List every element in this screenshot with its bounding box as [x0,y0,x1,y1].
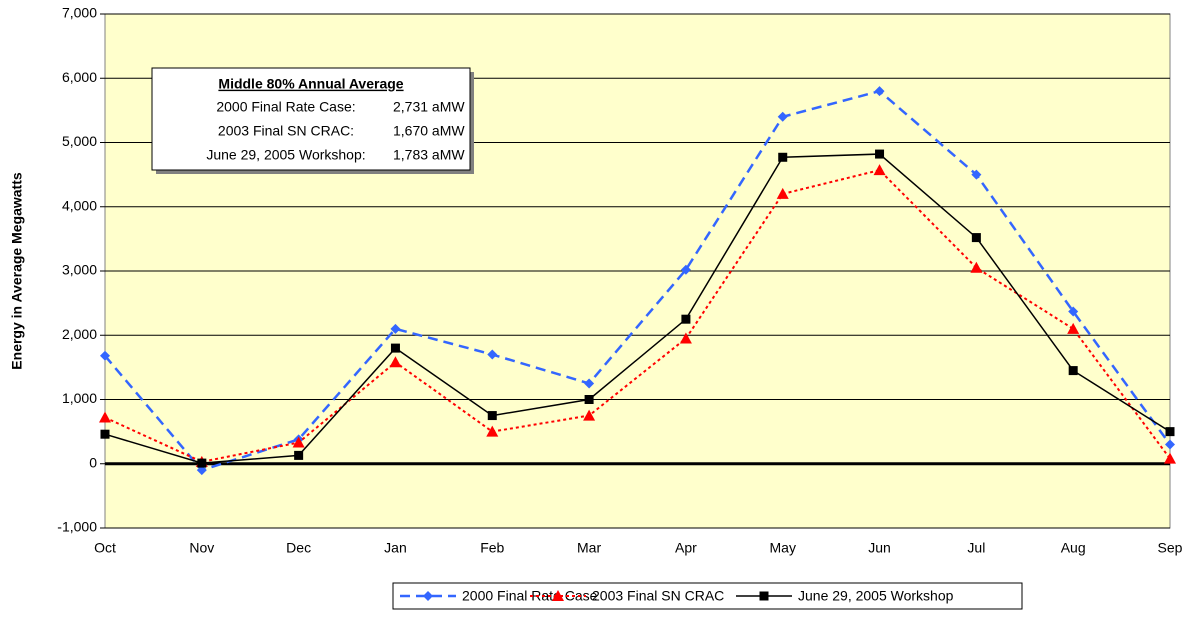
annotation-box [151,67,471,171]
x-tick-label: Nov [189,540,214,556]
series-line [104,89,1172,472]
legend-marker [423,591,433,601]
legend-marker [759,591,769,601]
x-tick-label: May [770,540,796,556]
marker [584,395,594,404]
marker [196,465,207,476]
marker [1068,306,1079,317]
y-tick-label: 1,000 [62,390,97,406]
marker [294,450,304,460]
marker [971,169,982,180]
marker [100,429,110,439]
annotation-value: 1,783 aMW [393,147,465,163]
y-tick-label: 0 [89,454,97,470]
marker [389,356,402,368]
x-tick-label: Jun [868,540,891,556]
marker [1164,452,1176,464]
marker [197,458,207,468]
marker [873,164,886,176]
marker [486,425,499,437]
x-tick-label: Jan [384,540,407,556]
x-tick-label: Dec [286,540,311,556]
marker [1165,427,1175,437]
marker [680,264,691,275]
y-axis-label: Energy in Average Megawatts [9,172,25,370]
marker [874,86,885,97]
legend-marker [552,590,564,601]
y-tick-label: 5,000 [62,133,97,149]
y-tick-label: 7,000 [62,5,97,21]
marker [390,343,400,353]
annotation-value: 2,731 aMW [393,99,465,115]
x-tick-label: Sep [1158,540,1183,556]
annotation-title: Middle 80% Annual Average [218,76,403,92]
annotation-label: 2000 Final Rate Case: [216,99,355,115]
y-tick-label: 4,000 [62,197,97,213]
annotation-label: June 29, 2005 Workshop: [206,147,365,163]
y-tick-label: 3,000 [62,262,97,278]
y-tick-label: 2,000 [62,326,97,342]
marker [292,436,305,448]
marker [583,409,596,421]
marker [679,332,692,344]
marker [100,350,110,361]
series-line [104,169,1171,463]
marker [584,378,595,389]
marker [776,187,789,199]
marker [875,149,885,159]
x-tick-label: Mar [577,540,601,556]
x-tick-label: Oct [94,540,116,556]
x-tick-label: Feb [480,540,504,556]
series-line [104,153,1171,464]
marker [777,111,788,122]
marker [1067,322,1080,334]
marker [681,314,691,324]
marker [1165,439,1175,450]
legend-label: 2003 Final SN CRAC [592,588,724,604]
marker [1068,366,1078,376]
marker [390,323,401,334]
marker [971,233,981,243]
annotation-label: 2003 Final SN CRAC: [218,123,354,139]
marker [487,349,498,360]
legend-label: June 29, 2005 Workshop [798,588,954,604]
legend-box [392,582,1023,610]
marker [487,411,497,421]
y-tick-label: -1,000 [57,519,97,535]
marker [970,261,983,273]
annotation-value: 1,670 aMW [393,123,465,139]
marker [778,152,788,162]
legend-label: 2000 Final Rate Case [462,588,598,604]
y-tick-label: 6,000 [62,69,97,85]
x-tick-label: Aug [1061,540,1086,556]
x-tick-label: Apr [675,540,697,556]
x-tick-label: Jul [967,540,985,556]
marker [99,411,111,423]
